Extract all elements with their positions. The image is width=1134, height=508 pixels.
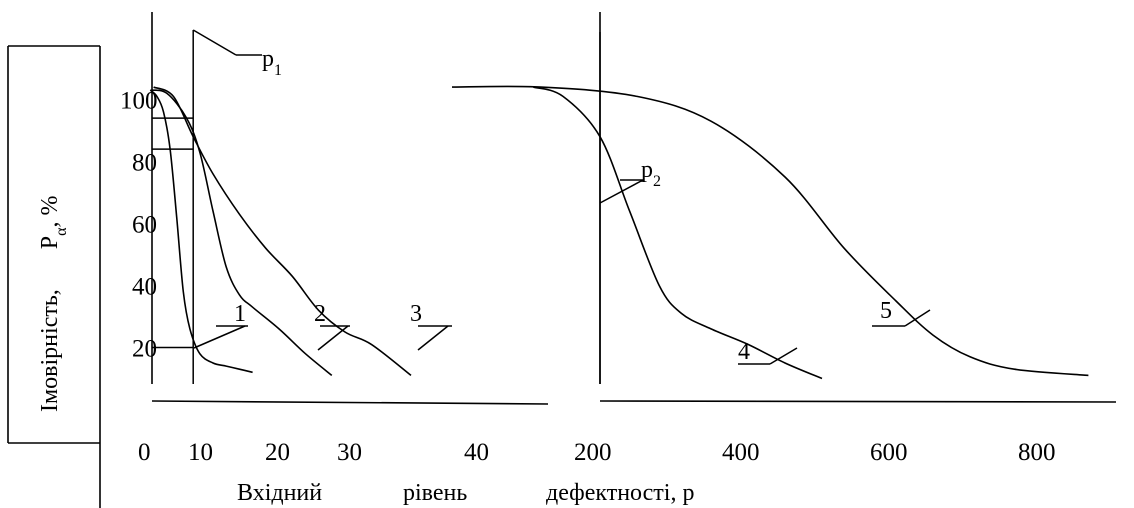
p1-base: p (262, 46, 274, 72)
x-axis-title-part-1: Вхідний (237, 480, 322, 506)
curve-label-2: 2 (314, 301, 326, 327)
p1-leader (193, 30, 236, 55)
x-tick-label: 200 (574, 439, 612, 466)
y-axis-label-text: Імовірність, (37, 289, 63, 412)
p1-annotation: p1 (262, 46, 282, 79)
p1-subscript: 1 (274, 62, 282, 79)
x-tick-label: 20 (265, 439, 290, 466)
p2-subscript: 2 (653, 173, 661, 190)
x-tick-label: 400 (722, 439, 760, 466)
x-axis-title-part-3: дефектності, p (546, 480, 694, 506)
y-tick-label: 100 (120, 88, 158, 115)
curve-label-leader-2 (318, 326, 348, 350)
p2-base: p (641, 157, 653, 183)
y-tick-label: 20 (132, 336, 157, 363)
x-tick-label: 10 (188, 439, 213, 466)
x-tick-label: 600 (870, 439, 908, 466)
y-tick-label: 80 (132, 150, 157, 177)
curve-label-4: 4 (738, 339, 750, 365)
oc-curve-5 (452, 86, 1088, 375)
y-tick-label: 40 (132, 274, 157, 301)
left-x-axis (152, 401, 548, 404)
right-x-axis (600, 401, 1116, 402)
x-axis-title-part-2: рівень (403, 480, 467, 506)
y-axis-label-unit: , % (37, 195, 63, 227)
x-tick-label: 40 (464, 439, 489, 466)
y-axis-label: Імовірність,Pα, % (37, 195, 70, 412)
p2-annotation: p2 (641, 157, 661, 190)
left-guide-lines (152, 30, 262, 384)
curve-label-leaders: 1 2 3 4 5 (194, 298, 930, 365)
oc-curve-4 (533, 87, 822, 378)
x-tick-label: 0 (138, 439, 151, 466)
curve-label-1: 1 (234, 301, 246, 327)
y-tick-label: 60 (132, 212, 157, 239)
x-tick-label: 800 (1018, 439, 1056, 466)
tick-labels: 0 10 20 30 40 200 400 600 800 20 40 60 80 100 (120, 88, 1056, 467)
y-axis-label-symbol: P (37, 236, 63, 249)
right-guide-lines (600, 32, 643, 384)
curve-label-5: 5 (880, 298, 892, 324)
curve-label-leader-3 (418, 326, 448, 350)
x-tick-label: 30 (337, 439, 362, 466)
oc-curves (150, 86, 1088, 378)
curve-label-3: 3 (410, 301, 422, 327)
curve-label-leader-1 (194, 326, 245, 348)
